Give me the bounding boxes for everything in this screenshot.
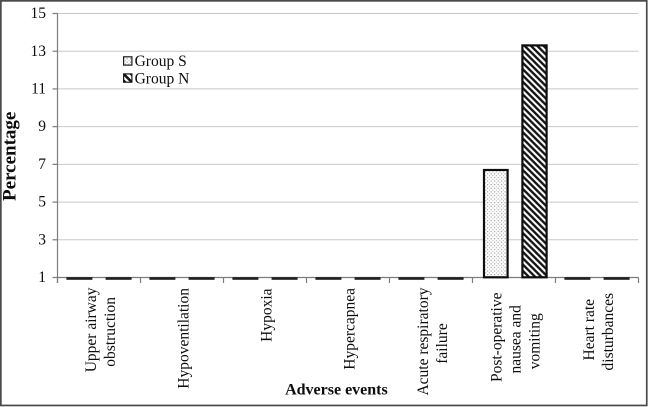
svg-text:Percentage: Percentage xyxy=(0,112,21,201)
svg-text:Hypoxia: Hypoxia xyxy=(259,288,276,342)
svg-text:13: 13 xyxy=(31,43,47,60)
svg-text:nausea and: nausea and xyxy=(508,305,525,374)
svg-text:Group S: Group S xyxy=(135,53,187,70)
svg-text:vomiting: vomiting xyxy=(527,313,544,369)
svg-text:disturbances: disturbances xyxy=(600,293,617,370)
svg-text:Hypoventilation: Hypoventilation xyxy=(176,288,193,389)
svg-text:Post-operative: Post-operative xyxy=(489,292,506,382)
svg-text:9: 9 xyxy=(38,118,46,135)
svg-text:11: 11 xyxy=(31,81,46,98)
svg-text:1: 1 xyxy=(38,269,46,286)
svg-text:15: 15 xyxy=(31,5,47,22)
svg-text:5: 5 xyxy=(38,194,46,211)
svg-text:failure: failure xyxy=(434,323,451,364)
svg-text:Adverse events: Adverse events xyxy=(285,382,388,399)
svg-text:Acute respiratory: Acute respiratory xyxy=(415,287,432,395)
svg-text:obstruction: obstruction xyxy=(102,297,119,367)
svg-text:Group N: Group N xyxy=(135,70,190,87)
svg-text:Hypercapnea: Hypercapnea xyxy=(342,288,359,370)
svg-text:3: 3 xyxy=(38,231,46,248)
svg-text:7: 7 xyxy=(38,156,46,173)
svg-text:Upper airway: Upper airway xyxy=(83,287,100,372)
svg-text:Heart rate: Heart rate xyxy=(581,299,598,361)
